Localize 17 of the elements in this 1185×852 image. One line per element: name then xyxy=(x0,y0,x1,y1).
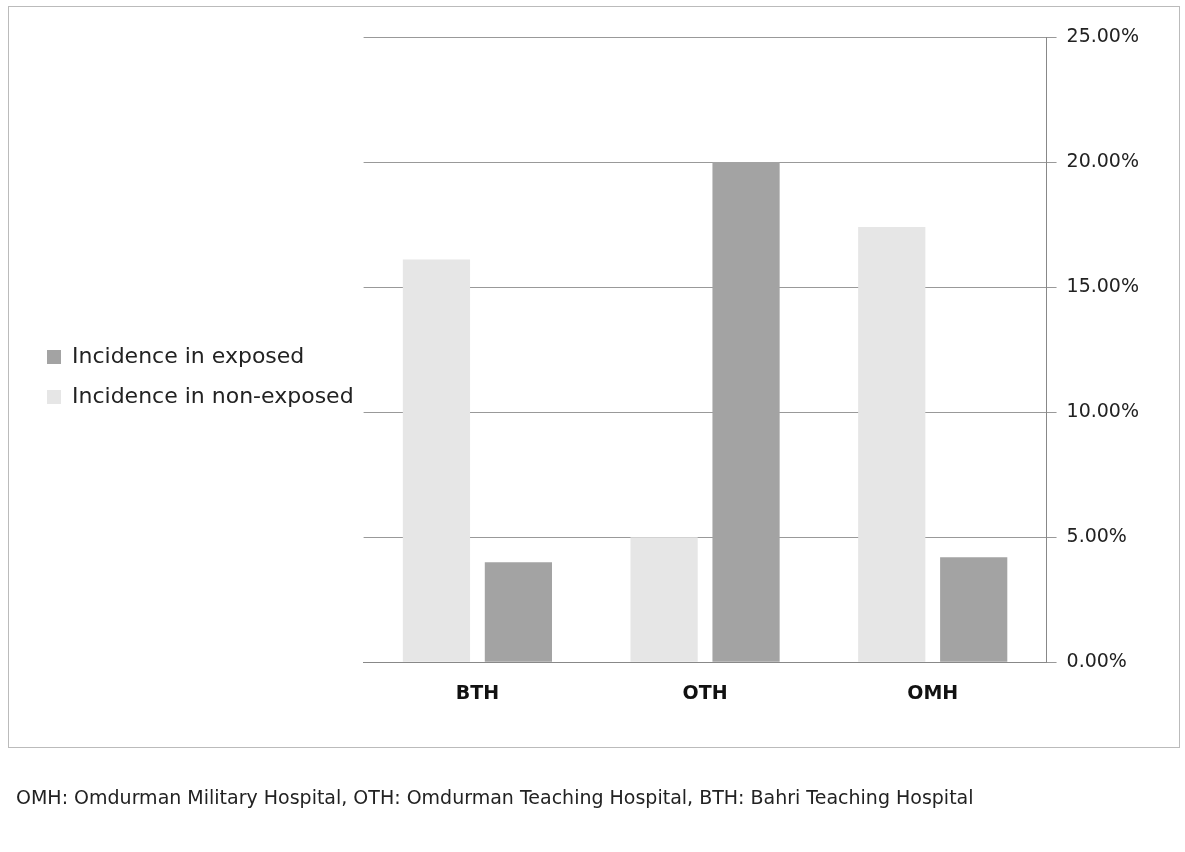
y-tick-label: 0.00% xyxy=(1066,649,1127,672)
text: OMH: Omdurman Military Hospital, OTH: Omdurman Teaching Hospital, BTH: Bahri Teaching Hospital xyxy=(16,786,974,808)
legend-label: Incidence in non-exposed xyxy=(72,382,354,408)
bar xyxy=(402,259,471,662)
y-tick-label: 5.00% xyxy=(1066,524,1127,547)
legend-label: Incidence in exposed xyxy=(72,342,305,368)
y-tick-label: 15.00% xyxy=(1066,274,1140,297)
bar xyxy=(940,557,1008,662)
x-tick-label: OMH xyxy=(907,680,959,703)
y-tick-label: 25.00% xyxy=(1066,23,1140,46)
y-tick-label: 20.00% xyxy=(1066,148,1140,171)
bar xyxy=(858,227,926,662)
x-tick-label: OTH xyxy=(682,680,728,703)
y-tick-label: 10.00% xyxy=(1066,399,1140,422)
x-tick-label: BTH xyxy=(455,680,500,703)
bar xyxy=(630,537,698,662)
bar xyxy=(484,562,552,662)
